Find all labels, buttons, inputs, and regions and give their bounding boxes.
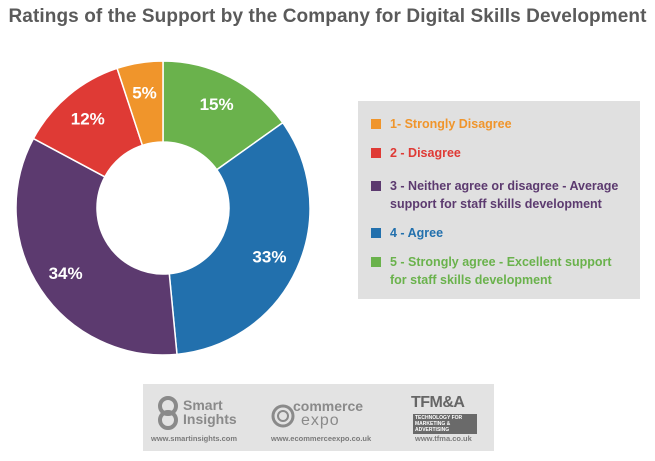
- legend-label: 4 - Agree: [390, 226, 444, 240]
- commerce-expo-name-2: expo: [301, 412, 340, 429]
- commerce-expo-logo[interactable]: commerce expo www.ecommerceexpo.co.uk: [267, 394, 379, 446]
- tfma-name: TFM&A: [411, 394, 465, 411]
- slice-value-label: 33%: [252, 248, 286, 267]
- smart-insights-icon: [158, 396, 178, 430]
- smart-insights-name: Smart: [183, 397, 223, 413]
- legend-label: 5 - Strongly agree - Excellent support f…: [390, 255, 612, 287]
- legend-item: 3 - Neither agree or disagree - Average …: [371, 177, 628, 213]
- donut-slice: [116, 60, 164, 147]
- legend-item: 4 - Agree: [371, 224, 628, 242]
- legend-label: 2 - Disagree: [390, 146, 461, 160]
- legend-swatch: [371, 119, 381, 129]
- commerce-expo-icon: [271, 404, 295, 428]
- slice-value-label: 15%: [200, 95, 234, 114]
- slice-value-label: 12%: [71, 109, 105, 128]
- slice-value-label: 34%: [49, 264, 83, 283]
- legend-swatch: [371, 228, 381, 238]
- legend-swatch: [371, 181, 381, 191]
- chart-legend: 1- Strongly Disagree 2 - Disagree 3 - Ne…: [358, 101, 640, 299]
- legend-item: 1- Strongly Disagree: [371, 115, 628, 133]
- tfma-logo[interactable]: TFM&A TECHNOLOGY FOR MARKETING & ADVERTI…: [405, 392, 489, 446]
- smart-insights-name-2: Insights: [183, 411, 237, 427]
- commerce-expo-name: commerce: [293, 398, 364, 414]
- legend-label: 3 - Neither agree or disagree - Average …: [390, 179, 619, 211]
- sponsor-footer: Smart Insights www.smartinsights.com com…: [143, 384, 494, 451]
- tfma-tagline: TECHNOLOGY FOR MARKETING & ADVERTISING: [413, 414, 477, 434]
- tfma-url[interactable]: www.tfma.co.uk: [415, 434, 472, 443]
- smart-insights-url[interactable]: www.smartinsights.com: [151, 434, 237, 443]
- slice-value-label: 5%: [132, 83, 157, 102]
- donut-slice: [168, 121, 311, 356]
- legend-swatch: [371, 257, 381, 267]
- legend-label: 1- Strongly Disagree: [390, 117, 512, 131]
- smart-insights-logo[interactable]: Smart Insights www.smartinsights.com: [151, 394, 251, 446]
- donut-chart: 15% 33% 34% 12% 5%: [15, 60, 311, 356]
- legend-item: 2 - Disagree: [371, 144, 628, 162]
- chart-title: Ratings of the Support by the Company fo…: [8, 6, 647, 27]
- legend-swatch: [371, 148, 381, 158]
- legend-item: 5 - Strongly agree - Excellent support f…: [371, 253, 628, 289]
- donut-slice: [15, 137, 178, 356]
- commerce-expo-url[interactable]: www.ecommerceexpo.co.uk: [271, 434, 372, 443]
